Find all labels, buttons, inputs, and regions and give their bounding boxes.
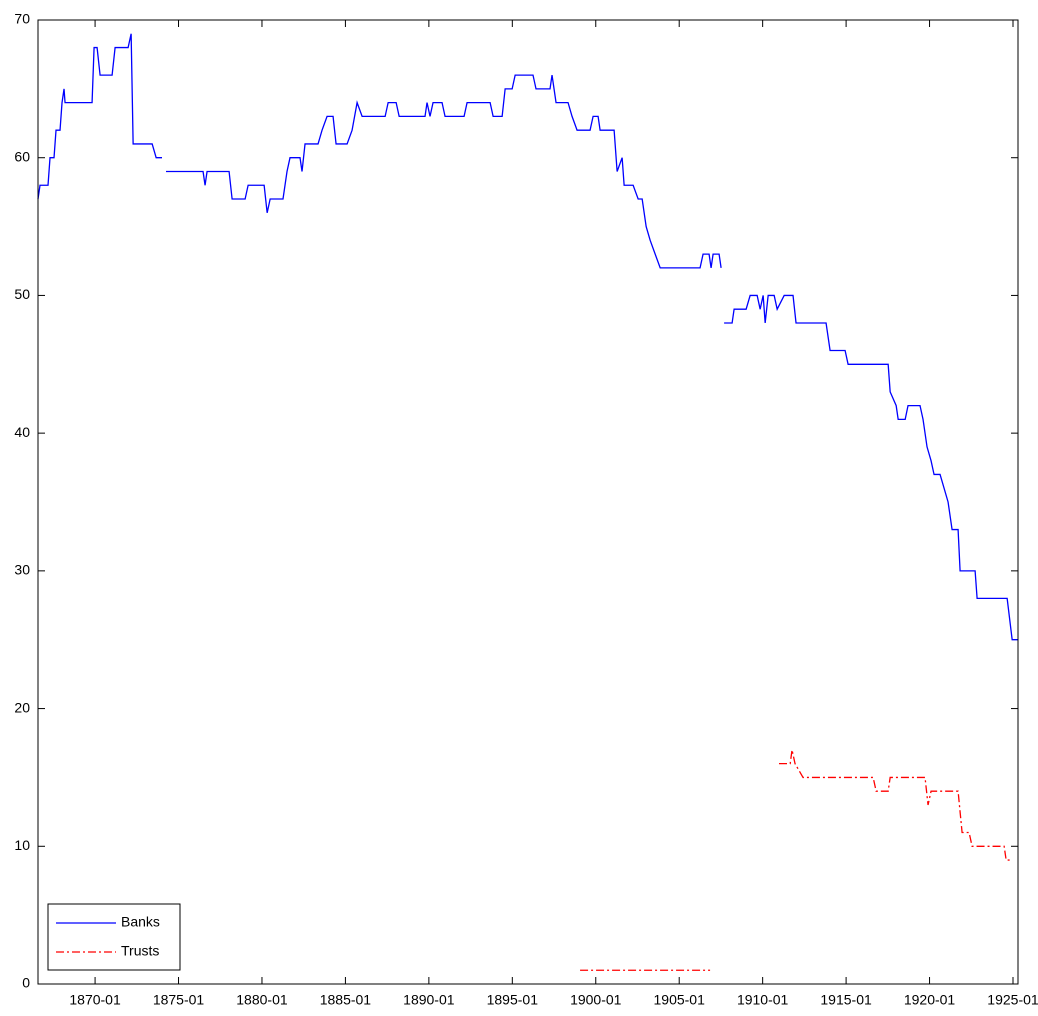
legend-label: Banks xyxy=(121,914,160,930)
y-tick-label: 60 xyxy=(14,148,30,164)
plot-area xyxy=(38,20,1018,984)
y-tick-label: 50 xyxy=(14,286,30,302)
series-line xyxy=(580,749,1013,971)
y-tick-label: 70 xyxy=(14,11,30,27)
y-tick-label: 20 xyxy=(14,699,30,715)
x-tick-label: 1870-01 xyxy=(69,992,121,1008)
legend: Banks Trusts xyxy=(47,903,181,971)
axes-box xyxy=(37,19,1019,985)
legend-box xyxy=(47,903,181,971)
x-tick-label: 1905-01 xyxy=(654,992,706,1008)
y-tick-label: 10 xyxy=(14,837,30,853)
y-tick-label: 0 xyxy=(22,975,30,991)
y-tick-label: 30 xyxy=(14,562,30,578)
x-tick-label: 1875-01 xyxy=(153,992,205,1008)
x-tick-label: 1900-01 xyxy=(570,992,622,1008)
x-tick-label: 1925-01 xyxy=(987,992,1038,1008)
x-tick-label: 1895-01 xyxy=(487,992,539,1008)
x-tick-label: 1910-01 xyxy=(737,992,789,1008)
x-tick-label: 1915-01 xyxy=(820,992,872,1008)
x-tick-label: 1920-01 xyxy=(904,992,956,1008)
x-tick-label: 1885-01 xyxy=(320,992,372,1008)
y-tick-label: 40 xyxy=(14,424,30,440)
legend-label: Trusts xyxy=(121,943,159,959)
series-line xyxy=(37,33,1018,641)
x-tick-label: 1880-01 xyxy=(236,992,288,1008)
x-tick-label: 1890-01 xyxy=(403,992,455,1008)
